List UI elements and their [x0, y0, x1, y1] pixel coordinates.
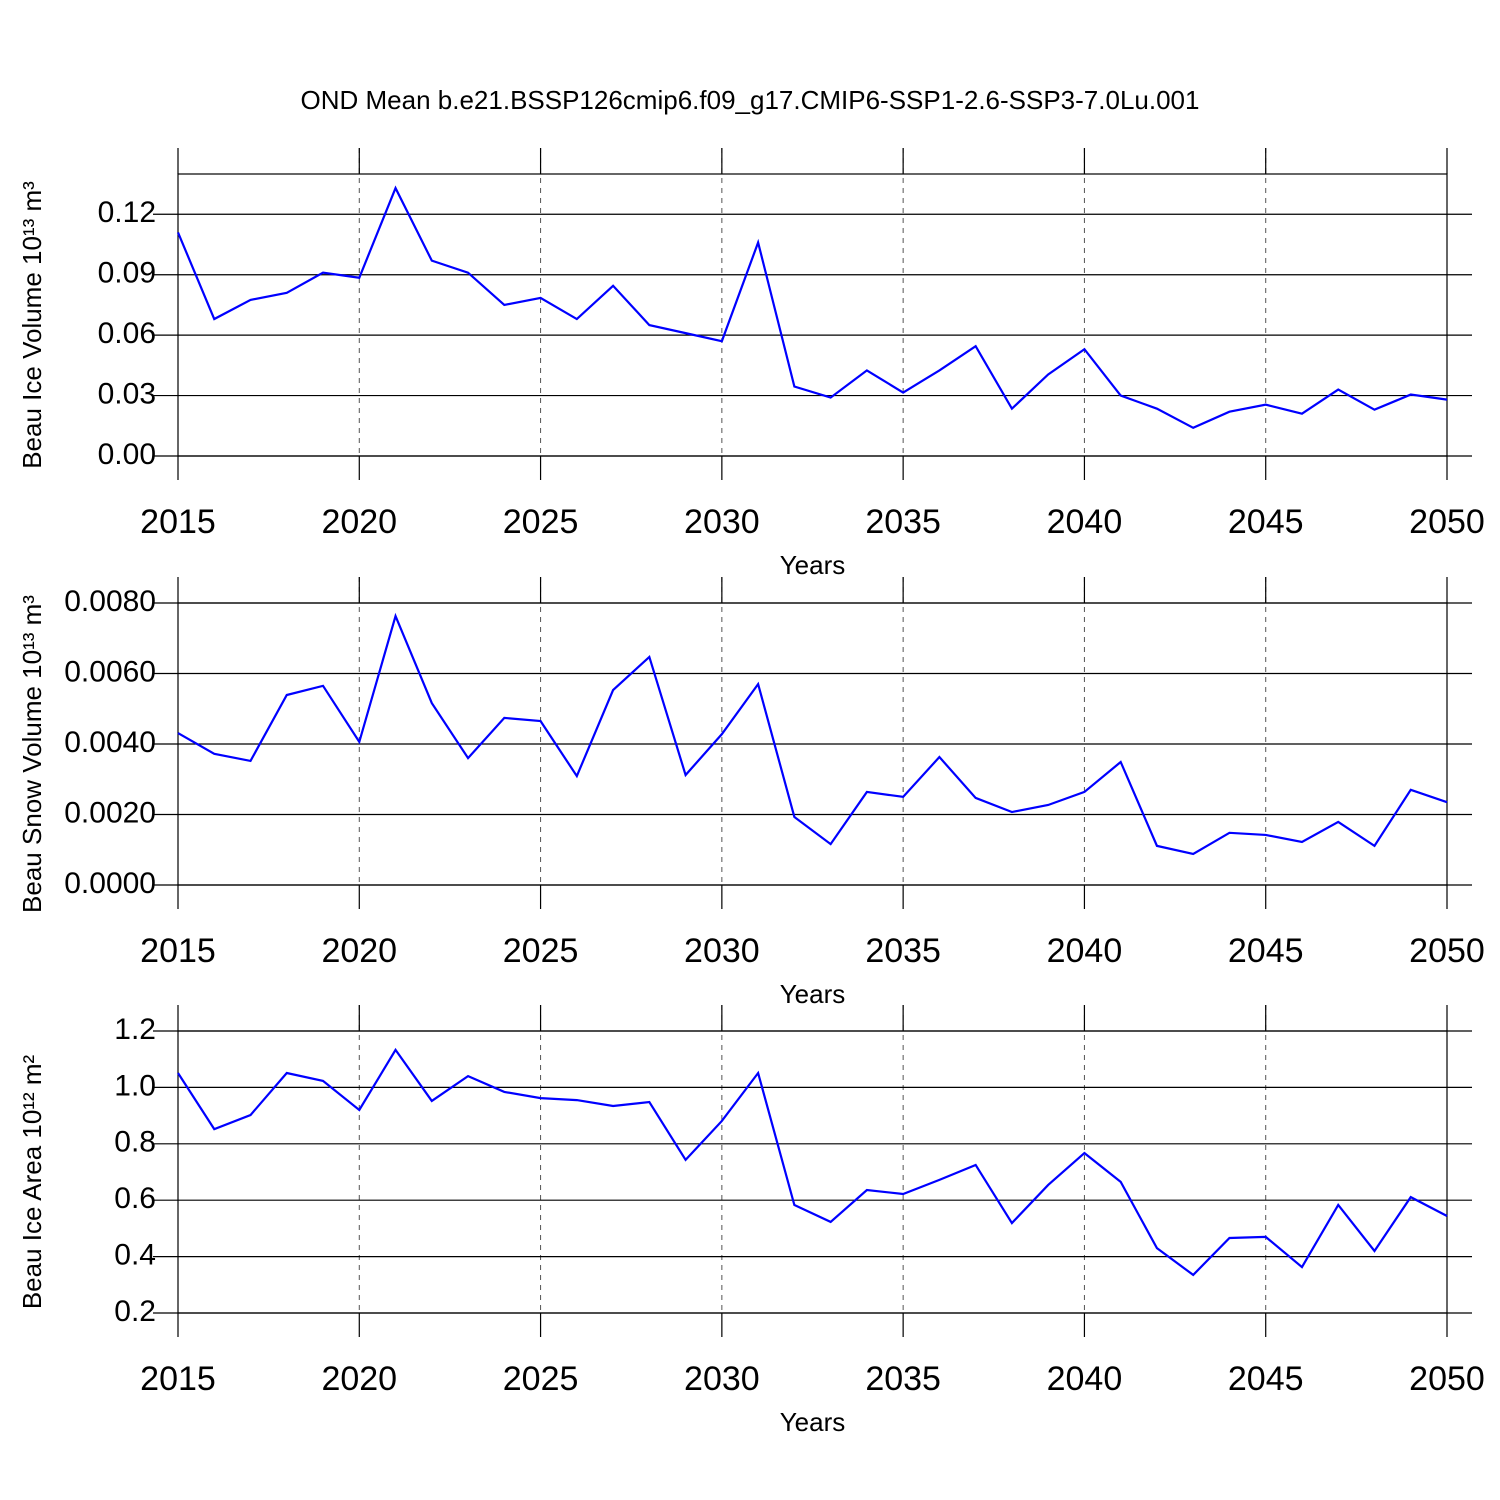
- x-tick-label: 2035: [865, 1360, 941, 1398]
- x-tick-label: 2020: [321, 1360, 397, 1398]
- x-tick-label: 2040: [1047, 932, 1123, 970]
- x-tick-label: 2035: [865, 932, 941, 970]
- data-line: [177, 1047, 1448, 1277]
- x-tick-label: 2045: [1228, 932, 1304, 970]
- plot-frame: [177, 173, 1448, 457]
- x-tick-label: 2040: [1047, 1360, 1123, 1398]
- x-tick-label: 2030: [684, 503, 760, 541]
- y-tick-label: 1.2: [114, 1013, 156, 1046]
- x-axis-label: Years: [780, 1407, 846, 1437]
- data-line: [177, 612, 1448, 856]
- x-tick-label: 2050: [1409, 932, 1485, 970]
- x-tick-label: 2050: [1409, 1360, 1485, 1398]
- x-tick-label: 2035: [865, 503, 941, 541]
- plot-frame: [177, 602, 1448, 886]
- y-tick-label: 0.4: [114, 1239, 156, 1272]
- y-tick-label: 0.03: [98, 377, 156, 410]
- x-axis-label: Years: [780, 550, 846, 580]
- x-tick-label: 2015: [140, 1360, 216, 1398]
- plot-frame: [177, 1030, 1448, 1314]
- y-tick-label: 0.8: [114, 1126, 156, 1159]
- x-tick-label: 2045: [1228, 503, 1304, 541]
- y-tick-label: 0.0000: [64, 867, 156, 900]
- y-tick-label: 0.6: [114, 1182, 156, 1215]
- y-tick-label: 0.12: [98, 196, 156, 229]
- data-line: [176, 185, 1448, 430]
- y-axis-label: Beau Ice Area 10¹² m²: [17, 1054, 47, 1309]
- x-tick-label: 2040: [1047, 503, 1123, 541]
- x-tick-label: 2015: [140, 503, 216, 541]
- x-tick-label: 2025: [503, 932, 579, 970]
- y-tick-label: 0.0080: [64, 585, 156, 618]
- x-tick-label: 2020: [321, 503, 397, 541]
- chart-title: OND Mean b.e21.BSSP126cmip6.f09_g17.CMIP…: [301, 85, 1200, 115]
- y-tick-label: 1.0: [114, 1069, 156, 1102]
- x-tick-label: 2050: [1409, 503, 1485, 541]
- y-tick-label: 0.06: [98, 317, 156, 350]
- y-tick-label: 0.00: [98, 438, 156, 471]
- x-tick-label: 2025: [503, 1360, 579, 1398]
- y-axis-label: Beau Snow Volume 10¹³ m³: [17, 595, 47, 913]
- y-tick-label: 0.0060: [64, 655, 156, 688]
- y-tick-label: 0.2: [114, 1295, 156, 1328]
- x-tick-label: 2030: [684, 1360, 760, 1398]
- x-tick-label: 2020: [321, 932, 397, 970]
- y-tick-label: 0.0040: [64, 726, 156, 759]
- x-tick-label: 2045: [1228, 1360, 1304, 1398]
- y-tick-label: 0.09: [98, 257, 156, 290]
- x-tick-label: 2015: [140, 932, 216, 970]
- x-tick-label: 2030: [684, 932, 760, 970]
- y-tick-label: 0.0020: [64, 796, 156, 829]
- x-tick-label: 2025: [503, 503, 579, 541]
- y-axis-label: Beau Ice Volume 10¹³ m³: [17, 181, 47, 469]
- x-axis-label: Years: [780, 979, 846, 1009]
